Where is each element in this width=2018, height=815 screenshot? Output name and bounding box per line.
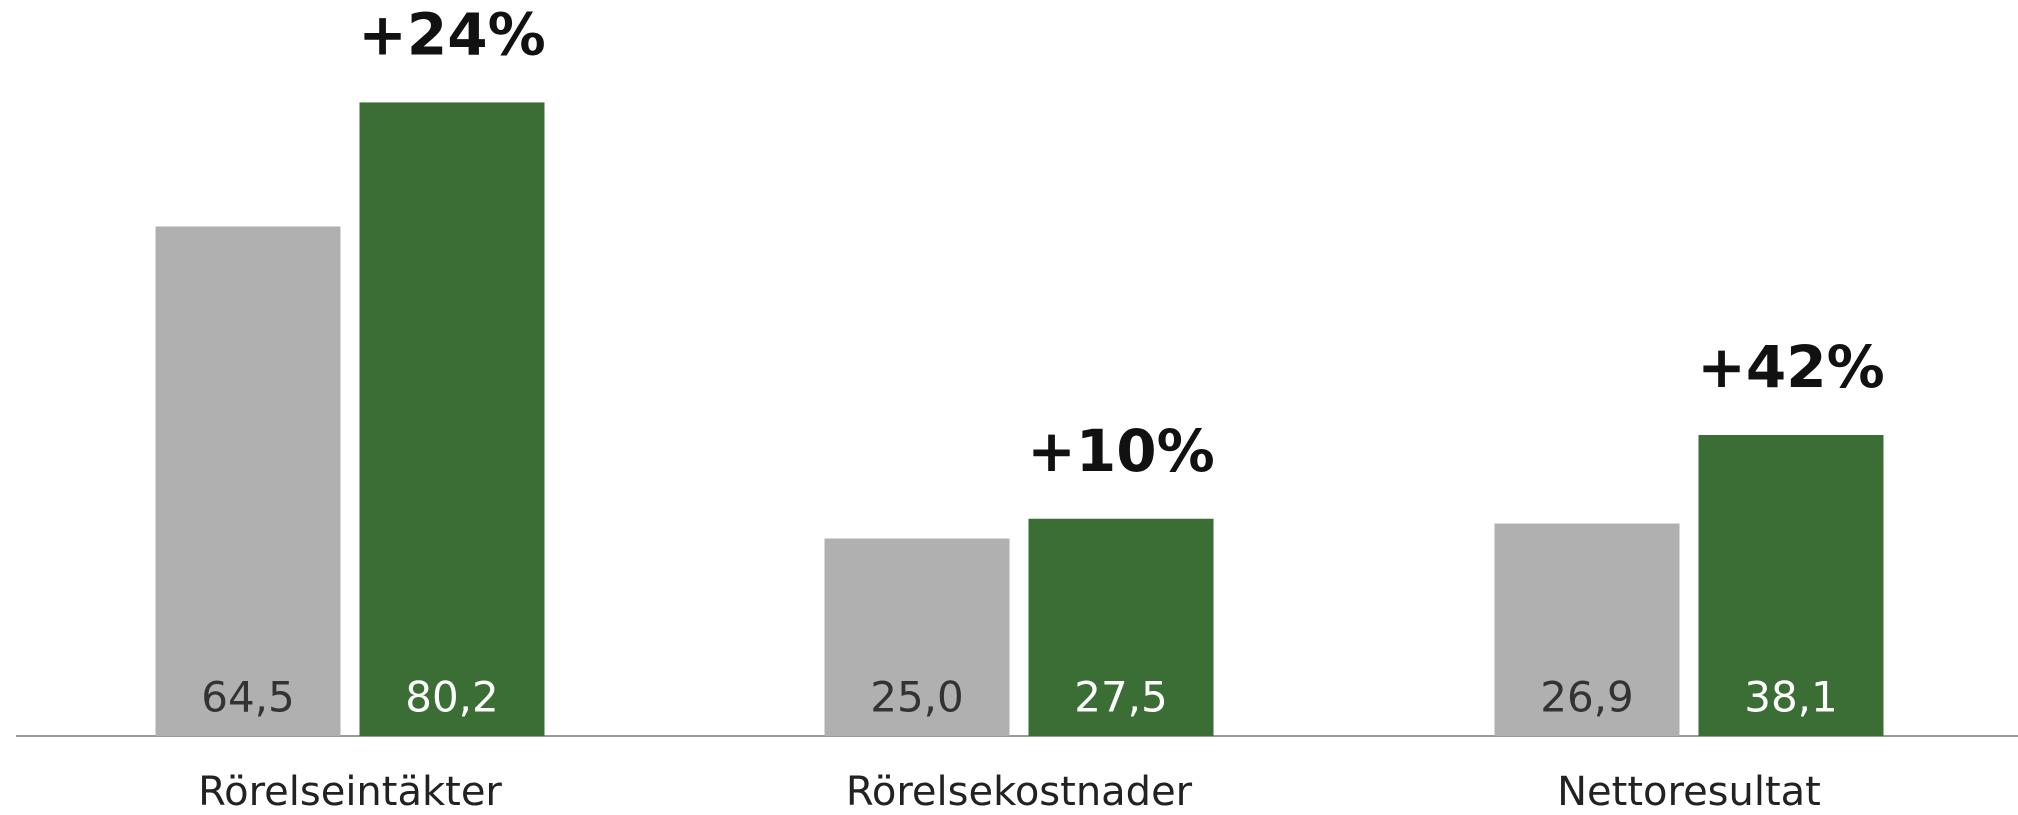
x-tick-label: Nettoresultat xyxy=(1557,769,1821,815)
bar xyxy=(824,538,1010,736)
value-label: 26,9 xyxy=(1540,673,1634,722)
bar xyxy=(1028,518,1214,736)
change-label: +10% xyxy=(1027,417,1214,485)
x-tick-label: Rörelsekostnader xyxy=(846,769,1193,815)
x-tick-label: Rörelseintäkter xyxy=(198,769,502,815)
value-label: 38,1 xyxy=(1744,673,1838,722)
value-label: 64,5 xyxy=(201,673,295,722)
bar xyxy=(1494,523,1680,736)
bar xyxy=(1698,435,1884,736)
value-label: 80,2 xyxy=(405,673,499,722)
value-label: 27,5 xyxy=(1074,673,1168,722)
change-label: +24% xyxy=(358,1,545,69)
value-label: 25,0 xyxy=(870,673,964,722)
bar xyxy=(155,226,341,736)
bar xyxy=(359,102,545,737)
change-label: +42% xyxy=(1697,333,1884,401)
